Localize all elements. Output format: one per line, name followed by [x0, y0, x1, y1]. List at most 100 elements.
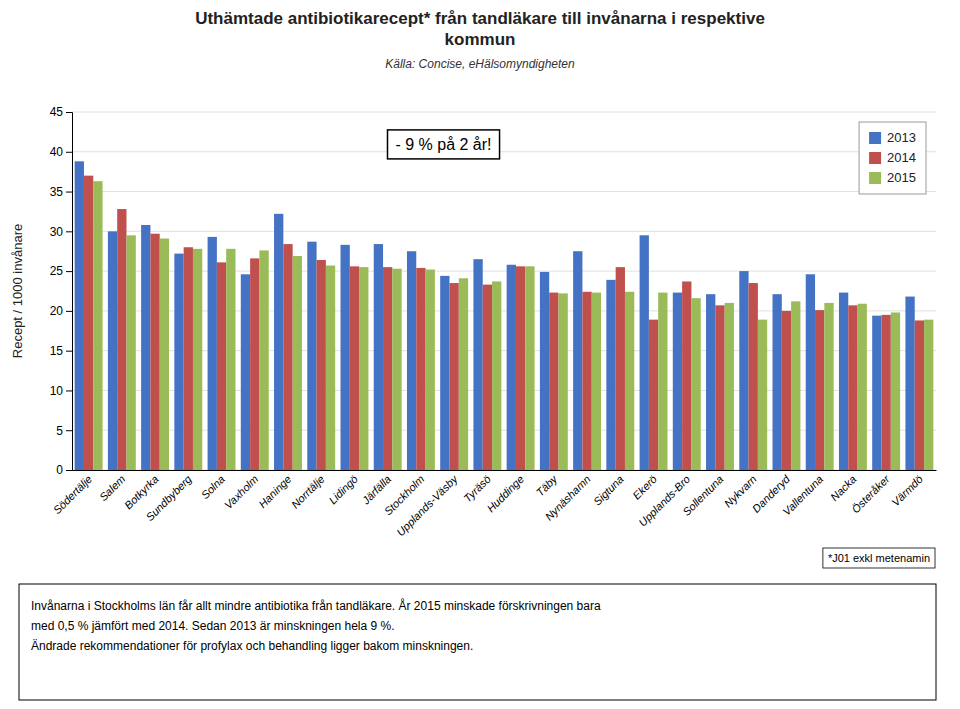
- bar: [126, 235, 135, 470]
- x-tick-label: Lidingö: [326, 473, 360, 507]
- bar: [525, 266, 534, 470]
- x-tick: Sollentuna: [680, 473, 725, 518]
- bar: [426, 270, 435, 470]
- bar: [217, 262, 226, 470]
- bar: [739, 271, 748, 470]
- y-tick-mark: [66, 192, 72, 193]
- bar: [293, 256, 302, 470]
- y-tick-mark: [66, 112, 72, 113]
- bottom-note: Invånarna i Stockholms län får allt mind…: [19, 584, 936, 700]
- x-axis: SödertäljeSalemBotkyrkaSundbybergSolnaVa…: [51, 471, 937, 539]
- bar: [274, 214, 283, 470]
- x-tick-label: Värmdö: [889, 473, 925, 509]
- y-tick-label: 35: [50, 185, 64, 199]
- y-tick: 0: [56, 463, 72, 477]
- bar: [283, 244, 292, 470]
- bar: [473, 259, 482, 470]
- bar: [540, 272, 549, 470]
- bar: [141, 225, 150, 470]
- bar: [673, 293, 682, 470]
- bar: [891, 312, 900, 470]
- annotation-text: - 9 % på 2 år!: [395, 136, 491, 153]
- bar: [341, 245, 350, 470]
- x-tick: Haninge: [256, 473, 293, 510]
- x-tick: Upplands-Bro: [636, 473, 692, 529]
- bar: [359, 267, 368, 470]
- x-tick-label: Vaxholm: [222, 473, 260, 511]
- bar: [640, 235, 649, 470]
- y-tick: 20: [50, 304, 72, 318]
- legend-entry: 2015: [869, 170, 916, 185]
- x-tick-label: Ekerö: [630, 473, 659, 502]
- bar: [806, 274, 815, 470]
- legend-label: 2013: [887, 130, 916, 145]
- y-tick-label: 40: [50, 145, 64, 159]
- y-tick: 10: [50, 384, 72, 398]
- bar: [815, 310, 824, 470]
- y-tick: 15: [50, 344, 72, 358]
- y-tick-mark: [66, 311, 72, 312]
- bar: [606, 280, 615, 470]
- x-tick-label: Huddinge: [484, 473, 526, 515]
- footnote-box: [823, 548, 935, 568]
- y-tick-mark: [66, 271, 72, 272]
- x-tick: Nacka: [828, 473, 859, 504]
- bar: [150, 234, 159, 470]
- bar: [915, 320, 924, 470]
- bar: [882, 315, 891, 470]
- x-tick: Norrtälje: [289, 473, 327, 511]
- annotation-box: [387, 130, 499, 159]
- bar: [392, 269, 401, 470]
- series-bars: [93, 181, 933, 470]
- bar: [84, 176, 93, 470]
- legend-label: 2015: [887, 170, 916, 185]
- bar: [558, 293, 567, 470]
- x-tick-label: Täby: [534, 472, 561, 499]
- y-tick: 45: [50, 105, 72, 119]
- bar: [416, 268, 425, 470]
- y-tick: 25: [50, 264, 72, 278]
- bar: [75, 161, 84, 470]
- bar: [208, 237, 217, 470]
- bar: [573, 251, 582, 470]
- x-tick: Vaxholm: [222, 473, 260, 511]
- grid: [72, 112, 936, 470]
- bar: [924, 320, 933, 470]
- legend-box: [859, 122, 926, 194]
- bottom-note-text: Invånarna i Stockholms län får allt mind…: [31, 598, 601, 653]
- y-tick-mark: [66, 351, 72, 352]
- y-tick-mark: [66, 231, 72, 232]
- bar: [407, 251, 416, 470]
- legend: 2013 2014 2015: [859, 122, 926, 194]
- legend-swatch: [869, 172, 881, 184]
- x-tick-label: Nacka: [828, 473, 859, 504]
- bar: [706, 294, 715, 470]
- x-tick: Vallentuna: [780, 473, 825, 518]
- x-tick-label: Salem: [97, 473, 128, 504]
- bar: [791, 301, 800, 470]
- bar: [459, 278, 468, 470]
- x-tick: Sigtuna: [591, 473, 626, 508]
- bar: [326, 266, 335, 470]
- y-tick: 30: [50, 225, 72, 239]
- bar: [582, 292, 591, 470]
- bar: [782, 311, 791, 470]
- x-tick: Salem: [97, 473, 128, 504]
- legend-swatch: [869, 132, 881, 144]
- bar: [549, 293, 558, 470]
- bar: [725, 303, 734, 470]
- legend-label: 2014: [887, 150, 916, 165]
- y-tick-mark: [66, 430, 72, 431]
- bar: [616, 267, 625, 470]
- bar: [250, 258, 259, 470]
- bar: [184, 247, 193, 470]
- subtitle: Källa: Concise, eHälsomyndigheten: [385, 57, 575, 71]
- y-axis-label: Recept / 1000 invånare: [10, 224, 25, 358]
- x-tick: Solna: [199, 473, 227, 501]
- y-tick-label: 20: [50, 304, 64, 318]
- grid-line: [72, 191, 936, 192]
- x-tick: Södertälje: [51, 473, 95, 517]
- bar: [516, 266, 525, 470]
- bar: [226, 249, 235, 470]
- x-tick: Täby: [534, 472, 561, 499]
